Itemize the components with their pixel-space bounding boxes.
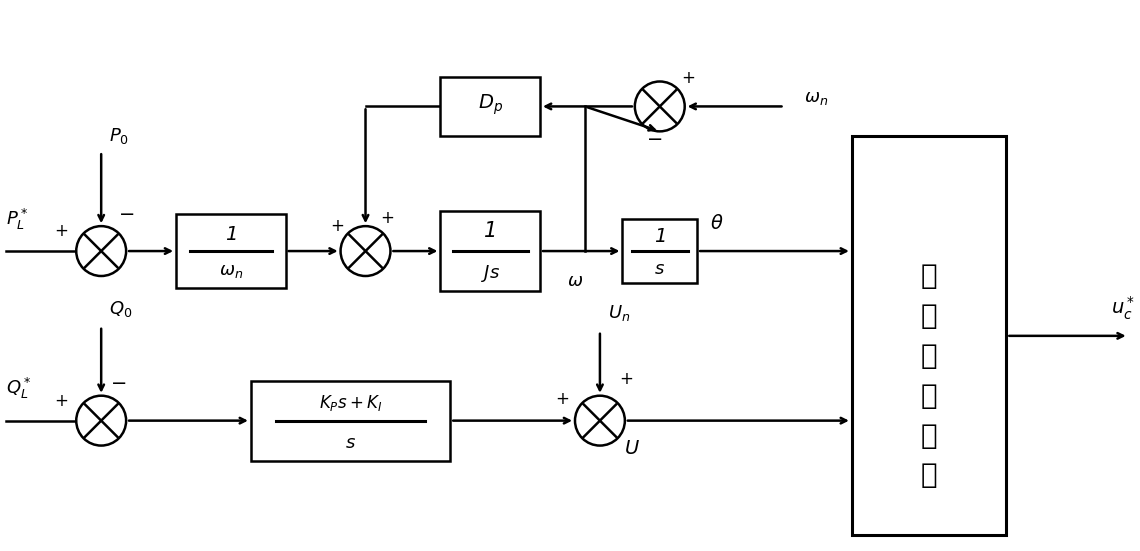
Text: 考: 考 <box>921 302 937 330</box>
Text: −: − <box>111 374 128 393</box>
Text: +: + <box>681 69 694 88</box>
Text: $U_n$: $U_n$ <box>608 303 630 323</box>
Text: $\theta$: $\theta$ <box>710 214 724 233</box>
Circle shape <box>341 226 391 276</box>
Text: $\omega$: $\omega$ <box>567 272 584 290</box>
Text: 1: 1 <box>653 226 666 246</box>
Text: $P_0$: $P_0$ <box>109 126 129 147</box>
Text: $\omega_n$: $\omega_n$ <box>805 89 829 107</box>
Bar <box>440 77 540 136</box>
Bar <box>440 211 540 291</box>
Text: −: − <box>120 204 136 224</box>
Text: $s$: $s$ <box>654 260 666 278</box>
Bar <box>176 214 286 289</box>
Text: +: + <box>331 217 344 235</box>
Text: $D_p$: $D_p$ <box>478 92 503 117</box>
Text: $\omega_n$: $\omega_n$ <box>219 262 243 280</box>
Text: $K_P s+K_I$: $K_P s+K_I$ <box>319 393 382 413</box>
Text: +: + <box>55 222 68 240</box>
Text: $Js$: $Js$ <box>481 262 499 284</box>
Text: +: + <box>555 390 569 408</box>
Text: 压: 压 <box>921 382 937 410</box>
Text: 计: 计 <box>921 422 937 450</box>
Text: $u_c^*$: $u_c^*$ <box>1110 294 1135 322</box>
Text: $s$: $s$ <box>345 434 356 452</box>
Bar <box>251 381 450 461</box>
Text: 算: 算 <box>921 462 937 489</box>
Text: 电: 电 <box>921 342 937 370</box>
Text: $Q_L^*$: $Q_L^*$ <box>7 376 32 401</box>
Bar <box>852 136 1007 536</box>
Text: 参: 参 <box>921 262 937 290</box>
Text: $U$: $U$ <box>624 439 640 458</box>
Text: $Q_0$: $Q_0$ <box>109 299 132 319</box>
Circle shape <box>635 82 685 131</box>
Circle shape <box>575 396 625 446</box>
Text: +: + <box>381 209 394 227</box>
Text: −: − <box>646 130 663 149</box>
Text: +: + <box>55 392 68 410</box>
Text: 1: 1 <box>483 221 497 241</box>
Circle shape <box>76 226 127 276</box>
Bar <box>622 219 698 283</box>
Text: +: + <box>619 370 633 388</box>
Text: 1: 1 <box>225 225 237 244</box>
Text: $P_L^*$: $P_L^*$ <box>7 207 29 231</box>
Circle shape <box>76 396 127 446</box>
